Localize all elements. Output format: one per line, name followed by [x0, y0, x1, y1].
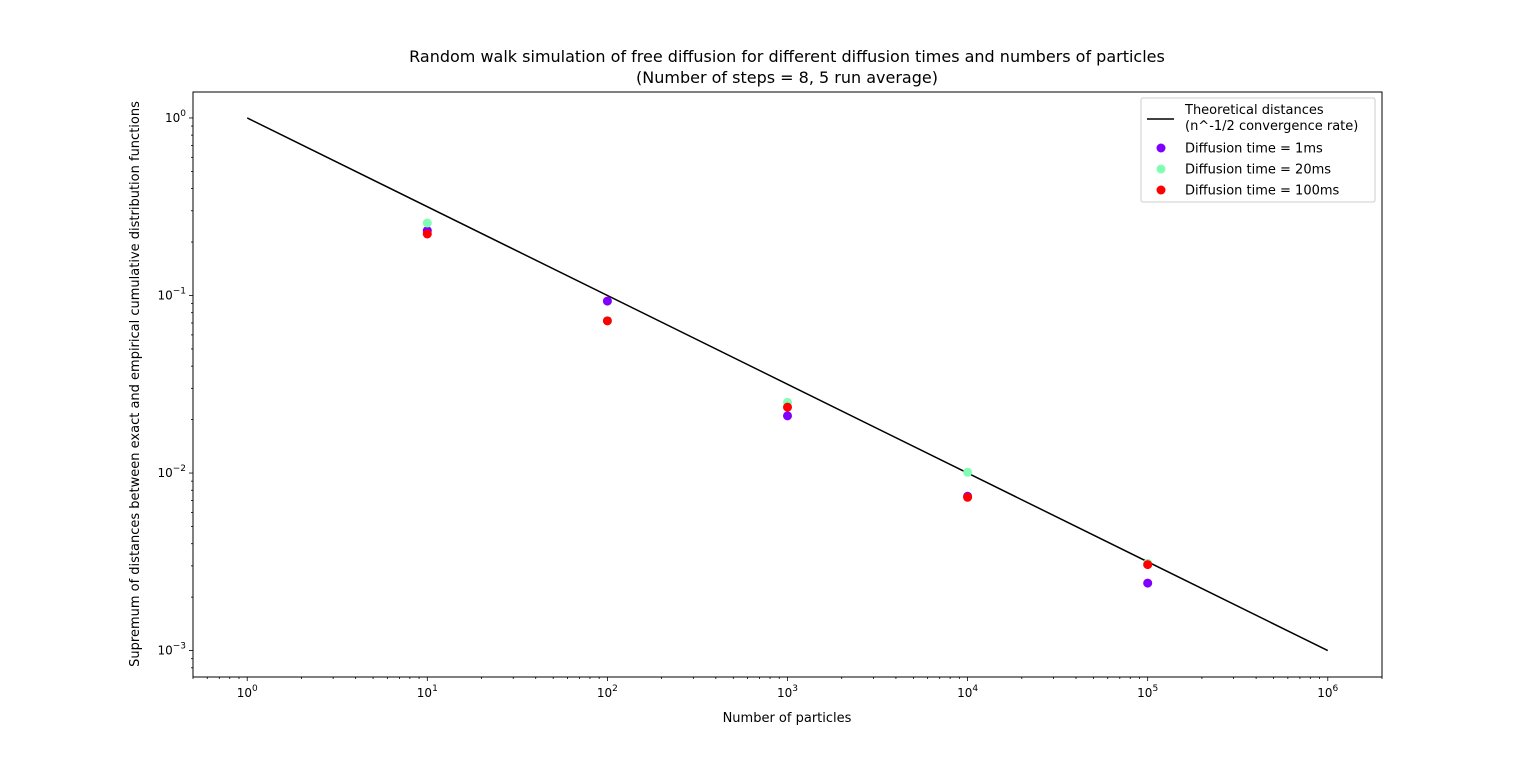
chart-subtitle: (Number of steps = 8, 5 run average): [636, 68, 938, 87]
legend-label-theoretical-line2: (n^-1/2 convergence rate): [1185, 119, 1358, 134]
data-point-series-2: [963, 467, 973, 477]
data-point-series-1: [1143, 578, 1153, 588]
data-point-series-3: [963, 492, 973, 502]
legend-marker-series-1: [1156, 143, 1166, 153]
y-tick-label: 10−2: [157, 464, 186, 480]
plot-area: [246, 117, 1329, 652]
legend-marker-series-3: [1156, 185, 1166, 195]
x-tick-label: 103: [777, 684, 798, 700]
x-axis-label: Number of particles: [723, 711, 852, 726]
x-axis: 100 101 102 103 104 105 106: [192, 677, 1383, 700]
legend-label-series-2: Diffusion time = 20ms: [1185, 163, 1331, 178]
data-point-series-1: [602, 296, 612, 306]
data-point-series-3: [783, 402, 792, 412]
y-axis-label: Supremum of distances between exact and …: [128, 101, 143, 667]
y-tick-label: 10−3: [157, 642, 186, 658]
x-tick-label: 100: [237, 684, 258, 700]
x-tick-label: 105: [1137, 684, 1158, 700]
legend-box: [1140, 97, 1376, 203]
x-tick-label: 106: [1317, 684, 1338, 700]
x-tick-label: 102: [597, 684, 618, 700]
legend-label-series-3: Diffusion time = 100ms: [1185, 184, 1340, 199]
data-point-series-3: [602, 316, 612, 326]
data-point-series-3: [422, 229, 432, 239]
y-tick-label: 10−1: [157, 286, 186, 302]
legend-marker-series-2: [1156, 164, 1166, 174]
x-tick-label: 101: [417, 684, 438, 700]
legend-label-series-1: Diffusion time = 1ms: [1185, 142, 1323, 157]
y-tick-label: 100: [165, 109, 186, 125]
chart-title: Random walk simulation of free diffusion…: [409, 47, 1165, 66]
data-point-series-2: [422, 218, 432, 228]
legend-label-theoretical: Theoretical distances: [1184, 103, 1324, 118]
y-axis: 10−3 10−2 10−1 100: [157, 109, 193, 669]
data-point-series-3: [1143, 560, 1153, 570]
legend: Theoretical distances(n^-1/2 convergence…: [1140, 97, 1376, 203]
x-tick-label: 104: [957, 684, 978, 700]
data-point-series-1: [783, 411, 792, 421]
